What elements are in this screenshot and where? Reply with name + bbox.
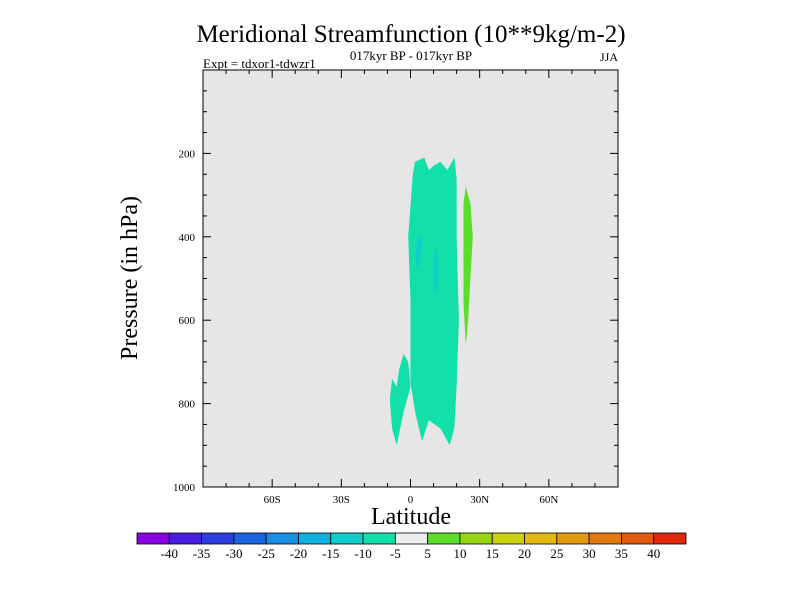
y-axis-label: Pressure (in hPa) [117, 196, 143, 360]
contour-regions [389, 157, 473, 446]
contour-region-negative-5-to-10-lower-lobe [389, 353, 411, 446]
colorbar-label: -10 [354, 546, 371, 561]
colorbar-label: 35 [615, 546, 628, 561]
axis-ticks: 200 400 600 800 1000 60S 30S 0 30N 60N [173, 70, 618, 506]
chart-title: Meridional Streamfunction (10**9kg/m-2) [196, 21, 625, 48]
colorbar-label: -30 [225, 546, 242, 561]
colorbar-label: -25 [258, 546, 275, 561]
colorbar-box [394, 532, 429, 545]
colorbar-box [330, 532, 364, 545]
colorbar-box [168, 532, 202, 545]
colorbar-label: -20 [290, 546, 307, 561]
y-tick-label: 800 [179, 399, 196, 411]
x-tick-label: 30S [333, 494, 350, 506]
chart-subtitle-right: JJA [600, 50, 618, 64]
colorbar-label: 30 [583, 546, 596, 561]
colorbar-box [265, 532, 299, 545]
colorbar-box [524, 532, 558, 545]
colorbar-label: 25 [550, 546, 563, 561]
colorbar-box [588, 532, 622, 545]
colorbar-label: 40 [647, 546, 660, 561]
y-tick-label: 600 [179, 315, 196, 327]
colorbar-label: -15 [322, 546, 339, 561]
colorbar-label: 5 [424, 546, 431, 561]
x-axis-label: Latitude [371, 504, 451, 530]
colorbar-label: 15 [486, 546, 499, 561]
colorbar-label: -35 [193, 546, 210, 561]
chart-subtitle-center: 017kyr BP - 017kyr BP [350, 48, 472, 63]
x-tick-label: 60S [264, 494, 281, 506]
colorbar-box [556, 532, 590, 545]
y-tick-label: 1000 [173, 482, 196, 494]
x-tick-label: 60N [539, 494, 558, 506]
colorbar-box [136, 532, 170, 545]
colorbar-label: -5 [390, 546, 401, 561]
colorbar-box [491, 532, 525, 545]
contour-region-negative-10-to-15-spot-a [415, 232, 422, 271]
y-tick-label: 400 [179, 232, 196, 244]
y-tick-label: 200 [179, 148, 196, 160]
colorbar-box [459, 532, 493, 545]
x-tick-label: 30N [470, 494, 489, 506]
colorbar: -40 -35 -30 -25 -20 -15 -10 -5 5 10 15 20 25 30 35 40 [136, 532, 687, 561]
colorbar-label: -40 [161, 546, 178, 561]
colorbar-box [653, 532, 687, 545]
colorbar-label: 20 [518, 546, 531, 561]
colorbar-label: 10 [453, 546, 466, 561]
chart-subtitle-left: Expt = tdxor1-tdwzr1 [203, 56, 316, 71]
colorbar-box [427, 532, 461, 545]
colorbar-box [621, 532, 655, 545]
contour-region-negative-10-to-15-spot-b [433, 245, 439, 296]
contour-region-positive-5-to-10 [463, 186, 473, 346]
colorbar-box [233, 532, 267, 545]
x-tick-label: 0 [408, 494, 414, 506]
contour-region-negative-5-to-10-main [408, 157, 459, 446]
colorbar-box [362, 532, 396, 545]
colorbar-box [201, 532, 235, 545]
colorbar-box [298, 532, 332, 545]
